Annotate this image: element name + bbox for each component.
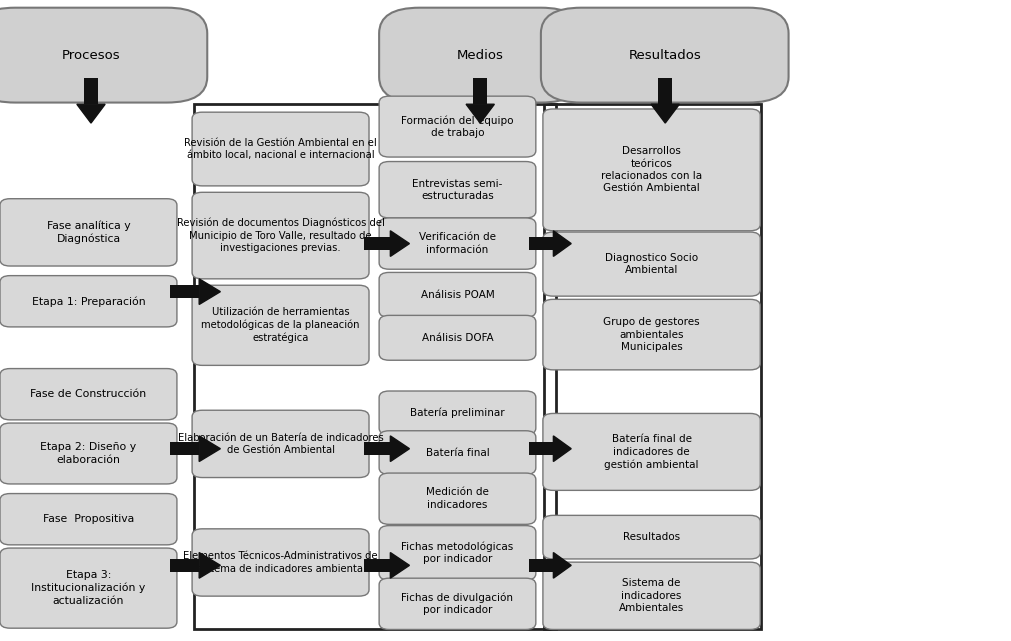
Text: Desarrollos
teóricos
relacionados con la
Gestión Ambiental: Desarrollos teóricos relacionados con la… — [601, 146, 703, 194]
Polygon shape — [199, 279, 220, 304]
Bar — [364, 559, 390, 572]
Polygon shape — [199, 436, 220, 462]
Polygon shape — [390, 553, 409, 578]
FancyBboxPatch shape — [0, 423, 177, 484]
Text: Sistema de
indicadores
Ambientales: Sistema de indicadores Ambientales — [619, 578, 684, 613]
Bar — [544, 104, 761, 629]
FancyBboxPatch shape — [379, 578, 536, 629]
Bar — [364, 442, 390, 455]
FancyBboxPatch shape — [379, 96, 536, 157]
Text: Fichas metodológicas
por indicador: Fichas metodológicas por indicador — [401, 542, 514, 564]
Text: Fase analítica y
Diagnóstica: Fase analítica y Diagnóstica — [47, 221, 130, 244]
Polygon shape — [553, 553, 571, 578]
Bar — [529, 237, 553, 250]
Text: Análisis DOFA: Análisis DOFA — [422, 333, 493, 343]
Text: Batería final de
indicadores de
gestión ambiental: Batería final de indicadores de gestión … — [605, 434, 699, 470]
Polygon shape — [390, 436, 409, 462]
Text: Fase de Construcción: Fase de Construcción — [30, 389, 147, 399]
Text: Medios: Medios — [457, 49, 503, 62]
Bar — [529, 442, 553, 455]
Text: Batería final: Batería final — [426, 447, 489, 458]
Text: Resultados: Resultados — [623, 532, 680, 542]
Bar — [170, 559, 199, 572]
Bar — [473, 78, 487, 104]
Text: Grupo de gestores
ambientales
Municipales: Grupo de gestores ambientales Municipale… — [604, 317, 700, 352]
Bar — [529, 559, 553, 572]
Text: Elaboración de un Batería de indicadores
de Gestión Ambiental: Elaboración de un Batería de indicadores… — [178, 433, 383, 455]
Text: Revisión de la Gestión Ambiental en el
ámbito local, nacional e internacional: Revisión de la Gestión Ambiental en el á… — [184, 138, 377, 160]
FancyBboxPatch shape — [379, 431, 536, 474]
Bar — [194, 104, 556, 629]
FancyBboxPatch shape — [543, 515, 760, 559]
Text: Entrevistas semi-
estructuradas: Entrevistas semi- estructuradas — [412, 179, 502, 201]
FancyBboxPatch shape — [543, 413, 760, 490]
Text: Revisión de documentos Diagnósticos del
Municipio de Toro Valle, resultado de
in: Revisión de documentos Diagnósticos del … — [177, 218, 384, 253]
Polygon shape — [553, 231, 571, 256]
FancyBboxPatch shape — [543, 299, 760, 370]
Bar — [658, 78, 672, 104]
FancyBboxPatch shape — [0, 369, 177, 420]
Text: Etapa 1: Preparación: Etapa 1: Preparación — [31, 296, 146, 306]
FancyBboxPatch shape — [543, 232, 760, 296]
FancyBboxPatch shape — [0, 199, 177, 266]
Polygon shape — [77, 104, 105, 123]
Text: Elementos Técnicos-Administrativos de
un sistema de indicadores ambientales.: Elementos Técnicos-Administrativos de un… — [181, 551, 380, 574]
Polygon shape — [651, 104, 679, 123]
Polygon shape — [466, 104, 494, 123]
Bar — [364, 237, 390, 250]
FancyBboxPatch shape — [379, 315, 536, 360]
Text: Resultados: Resultados — [629, 49, 701, 62]
Polygon shape — [199, 553, 220, 578]
Bar — [170, 442, 199, 455]
FancyBboxPatch shape — [379, 218, 536, 269]
Bar — [84, 78, 98, 104]
FancyBboxPatch shape — [0, 548, 177, 628]
Text: Fase  Propositiva: Fase Propositiva — [42, 514, 134, 524]
FancyBboxPatch shape — [192, 410, 369, 478]
Polygon shape — [553, 436, 571, 462]
FancyBboxPatch shape — [192, 192, 369, 279]
FancyBboxPatch shape — [192, 529, 369, 596]
Text: Diagnostico Socio
Ambiental: Diagnostico Socio Ambiental — [605, 253, 699, 275]
FancyBboxPatch shape — [192, 112, 369, 186]
FancyBboxPatch shape — [543, 562, 760, 629]
Text: Batería preliminar: Batería preliminar — [410, 408, 504, 418]
Text: Fichas de divulgación
por indicador: Fichas de divulgación por indicador — [401, 592, 514, 615]
Text: Medición de
indicadores: Medición de indicadores — [426, 488, 489, 510]
FancyBboxPatch shape — [543, 109, 760, 231]
FancyBboxPatch shape — [192, 285, 369, 365]
FancyBboxPatch shape — [379, 526, 536, 580]
Polygon shape — [390, 231, 409, 256]
FancyBboxPatch shape — [379, 272, 536, 317]
FancyBboxPatch shape — [0, 8, 207, 103]
Text: Procesos: Procesos — [62, 49, 120, 62]
FancyBboxPatch shape — [379, 162, 536, 218]
Text: Etapa 2: Diseño y
elaboración: Etapa 2: Diseño y elaboración — [40, 442, 136, 465]
Text: Verificación de
información: Verificación de información — [419, 233, 496, 254]
FancyBboxPatch shape — [541, 8, 789, 103]
Text: Utilización de herramientas
metodológicas de la planeación
estratégica: Utilización de herramientas metodológica… — [201, 307, 360, 344]
Bar — [170, 285, 199, 298]
FancyBboxPatch shape — [379, 8, 581, 103]
FancyBboxPatch shape — [0, 276, 177, 327]
FancyBboxPatch shape — [379, 473, 536, 524]
Text: Formación del equipo
de trabajo: Formación del equipo de trabajo — [401, 115, 514, 138]
Text: Análisis POAM: Análisis POAM — [421, 290, 494, 300]
FancyBboxPatch shape — [379, 391, 536, 435]
Text: Etapa 3:
Institucionalización y
actualización: Etapa 3: Institucionalización y actualiz… — [31, 570, 146, 606]
FancyBboxPatch shape — [0, 494, 177, 545]
